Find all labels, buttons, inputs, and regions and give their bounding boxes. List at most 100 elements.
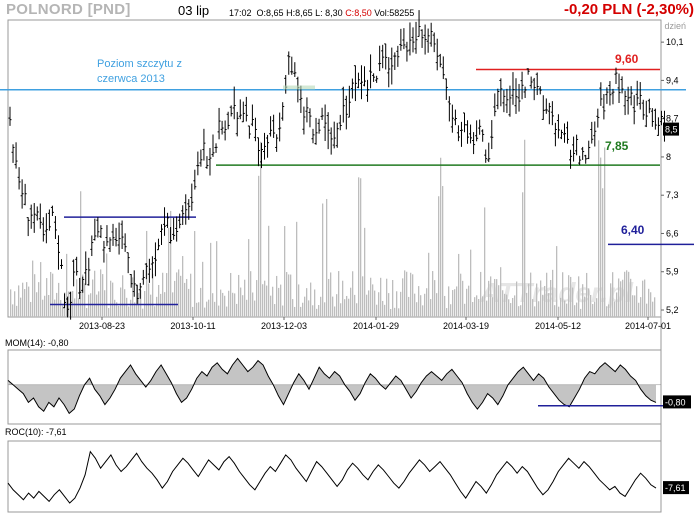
volume-bar xyxy=(644,279,646,317)
volume-bar xyxy=(614,301,616,317)
x-tick-label: 2014-07-01 xyxy=(625,321,671,331)
volume-bar xyxy=(358,177,360,317)
volume-bar xyxy=(598,140,600,317)
volume-bar xyxy=(622,279,624,317)
panel-frame xyxy=(7,440,662,513)
volume-bar xyxy=(32,260,34,317)
volume-bar xyxy=(212,293,214,317)
volume-bar xyxy=(178,269,180,317)
volume-bar xyxy=(218,305,220,317)
volume-bar xyxy=(362,276,364,317)
volume-bar xyxy=(12,304,14,317)
volume-bar xyxy=(500,267,502,317)
x-tick-label: 2014-01-29 xyxy=(353,321,399,331)
volume-bar xyxy=(124,289,126,317)
volume-bar xyxy=(62,305,64,317)
volume-bar xyxy=(400,291,402,317)
volume-bar xyxy=(512,297,514,317)
volume-bar xyxy=(154,306,156,317)
volume-bar xyxy=(478,299,480,317)
roc-last-box xyxy=(663,481,689,495)
volume-bar xyxy=(526,292,528,317)
volume-bar xyxy=(524,139,526,317)
volume-bar xyxy=(618,278,620,317)
volume-bar xyxy=(176,272,178,317)
volume-bar xyxy=(162,272,164,317)
volume-bar xyxy=(170,210,172,317)
volume-bar xyxy=(548,293,550,317)
volume-bar xyxy=(226,306,228,317)
volume-bar xyxy=(232,292,234,317)
volume-bar xyxy=(130,299,132,317)
volume-bar xyxy=(410,272,412,317)
volume-bar xyxy=(50,271,52,317)
volume-bar xyxy=(592,304,594,317)
volume-bar xyxy=(272,286,274,317)
roc-last-label: -7,61 xyxy=(665,483,686,493)
volume-bar xyxy=(300,306,302,317)
volume-bar xyxy=(156,296,158,317)
volume-bar xyxy=(470,249,472,317)
mom-last-box xyxy=(663,395,691,409)
volume-bar xyxy=(150,294,152,317)
volume-bar xyxy=(152,273,154,317)
close-value: C:8,50 xyxy=(345,8,372,18)
volume-bar xyxy=(398,308,400,317)
volume-bar xyxy=(610,283,612,317)
volume-bar xyxy=(116,302,118,317)
volume-bar xyxy=(508,299,510,317)
volume-bar xyxy=(534,306,536,317)
volume-bar xyxy=(538,301,540,317)
volume-bar xyxy=(412,274,414,317)
volume-bar xyxy=(626,270,628,317)
highlight-box xyxy=(283,85,315,90)
volume-bar xyxy=(92,279,94,317)
volume-bar xyxy=(520,305,522,317)
volume-bar xyxy=(54,299,56,317)
volume-bar xyxy=(248,239,250,317)
volume-bar xyxy=(466,288,468,317)
volume-bar xyxy=(630,278,632,317)
volume-bar xyxy=(444,295,446,317)
mom-line xyxy=(7,357,657,415)
volume-bar xyxy=(474,297,476,317)
volume-bar xyxy=(66,253,68,317)
volume-bar xyxy=(114,299,116,317)
volume-bar xyxy=(528,283,530,317)
volume-bar xyxy=(16,305,18,317)
volume-bar xyxy=(492,297,494,317)
volume-bar xyxy=(430,299,432,317)
volume-bar xyxy=(652,301,654,317)
volume-bar xyxy=(382,300,384,317)
volume-bar xyxy=(532,299,534,317)
volume-bar xyxy=(126,297,128,317)
y-tick-label: 6,6 xyxy=(666,228,679,238)
volume-bar xyxy=(204,307,206,317)
volume-bar xyxy=(428,252,430,317)
volume-bar xyxy=(600,157,602,317)
volume-bar xyxy=(198,302,200,317)
volume-bar xyxy=(42,299,44,317)
volume-bar xyxy=(540,280,542,317)
last-price-box xyxy=(663,122,679,136)
volume-bar xyxy=(322,203,324,317)
last-price-label: 8,5 xyxy=(665,125,678,135)
volume-bar xyxy=(566,303,568,317)
volume-bar xyxy=(456,286,458,317)
volume-bar xyxy=(254,300,256,317)
volume-bar xyxy=(202,261,204,317)
volume-bar xyxy=(316,308,318,317)
volume-bar xyxy=(504,293,506,317)
volume-bar xyxy=(514,295,516,317)
volume-bar xyxy=(268,225,270,317)
volume-bar xyxy=(556,246,558,317)
volume-bar xyxy=(636,286,638,317)
volume-bar xyxy=(368,290,370,317)
volume-bar xyxy=(284,226,286,317)
x-tick-label: 2013-10-11 xyxy=(170,321,215,331)
volume-bar xyxy=(650,292,652,317)
volume-bar xyxy=(200,287,202,317)
volume-bar xyxy=(376,304,378,317)
volume-bar xyxy=(290,274,292,317)
